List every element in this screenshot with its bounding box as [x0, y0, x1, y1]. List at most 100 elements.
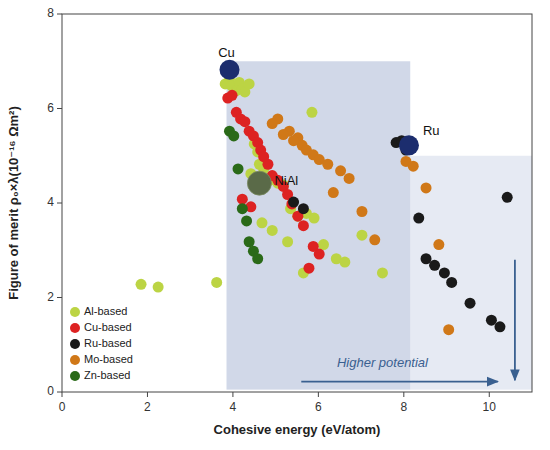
- y-tick-label: 4: [47, 195, 54, 209]
- point: [408, 161, 419, 172]
- point: [446, 277, 457, 288]
- x-tick: [489, 392, 490, 397]
- region: [410, 156, 532, 390]
- x-tick-label: 10: [483, 400, 497, 414]
- point: [494, 321, 505, 332]
- point: [502, 192, 513, 203]
- plot-area: [136, 60, 532, 390]
- arrow: [514, 260, 516, 380]
- point: [322, 159, 333, 170]
- point: [241, 215, 252, 226]
- y-tick-label: 6: [47, 101, 54, 115]
- x-tick: [62, 392, 63, 397]
- x-tick: [232, 392, 233, 397]
- point: [252, 253, 263, 264]
- arrow: [301, 381, 498, 383]
- legend: Al-basedCu-basedRu-basedMo-basedZn-based: [70, 305, 133, 381]
- highlight-label: Ru: [423, 123, 440, 138]
- point: [369, 234, 380, 245]
- highlight-label: NiAl: [274, 173, 298, 188]
- highlight-point: [399, 135, 419, 155]
- plot-frame: [62, 14, 532, 392]
- series-0: [136, 74, 388, 293]
- point: [335, 165, 346, 176]
- point: [298, 203, 309, 214]
- x-tick-label: 4: [230, 400, 237, 414]
- legend-swatch: [70, 323, 80, 333]
- point: [308, 241, 319, 252]
- point: [267, 118, 278, 129]
- chart: Higher potential Cu Ru NiAl 0 2 4 6 8 10 0 2 4 6 8 Cohe…: [0, 0, 550, 450]
- point: [256, 217, 267, 228]
- x-tick: [403, 392, 404, 397]
- highlight-point: [219, 60, 239, 80]
- point: [298, 220, 309, 231]
- legend-swatch: [70, 339, 80, 349]
- highlight-point: [247, 171, 271, 195]
- legend-swatch: [70, 355, 80, 365]
- series-1: [222, 90, 324, 274]
- legend-swatch: [70, 307, 80, 317]
- point: [288, 197, 299, 208]
- x-axis-label: Cohesive energy (eV/atom): [214, 422, 381, 437]
- point: [227, 90, 238, 101]
- legend-label: Zn-based: [84, 369, 130, 381]
- y-tick: [57, 14, 62, 15]
- point: [237, 194, 248, 205]
- y-tick: [57, 392, 62, 393]
- point: [443, 324, 454, 335]
- point: [233, 163, 244, 174]
- y-tick: [57, 297, 62, 298]
- point: [211, 277, 222, 288]
- point: [328, 187, 339, 198]
- point: [439, 267, 450, 278]
- x-tick-label: 0: [59, 400, 66, 414]
- point: [228, 130, 239, 141]
- point: [433, 239, 444, 250]
- point: [356, 230, 367, 241]
- x-tick-label: 2: [144, 400, 151, 414]
- point: [136, 279, 147, 290]
- point: [239, 116, 250, 127]
- point: [309, 213, 320, 224]
- y-tick-label: 8: [47, 6, 54, 20]
- y-tick: [57, 108, 62, 109]
- point: [318, 239, 329, 250]
- legend-label: Cu-based: [84, 321, 132, 333]
- y-tick-label: 0: [47, 384, 54, 398]
- y-axis-label: Figure of merit ρ₀×λ(10⁻¹⁶ Ωm²): [6, 106, 21, 300]
- y-tick: [57, 203, 62, 204]
- x-tick-label: 6: [315, 400, 322, 414]
- point: [244, 236, 255, 247]
- y-tick-label: 2: [47, 290, 54, 304]
- point: [421, 182, 432, 193]
- highlight-label: Cu: [218, 45, 235, 60]
- legend-label: Al-based: [84, 305, 127, 317]
- point: [356, 206, 367, 217]
- x-tick: [147, 392, 148, 397]
- annotation: Higher potential: [337, 355, 429, 370]
- point: [339, 257, 350, 268]
- point: [282, 236, 293, 247]
- point: [306, 107, 317, 118]
- x-tick-label: 8: [400, 400, 407, 414]
- x-tick: [318, 392, 319, 397]
- region: [227, 61, 411, 389]
- point: [237, 203, 248, 214]
- point: [429, 260, 440, 271]
- point: [267, 225, 278, 236]
- series-3: [267, 113, 454, 335]
- point: [377, 267, 388, 278]
- series-2: [288, 135, 513, 332]
- point: [244, 78, 255, 89]
- point: [262, 159, 273, 170]
- plot-background: [62, 14, 532, 392]
- point: [465, 298, 476, 309]
- point: [278, 129, 289, 140]
- point: [303, 263, 314, 274]
- legend-label: Mo-based: [84, 353, 133, 365]
- point: [288, 135, 299, 146]
- point: [153, 282, 164, 293]
- point: [344, 173, 355, 184]
- legend-swatch: [70, 371, 80, 381]
